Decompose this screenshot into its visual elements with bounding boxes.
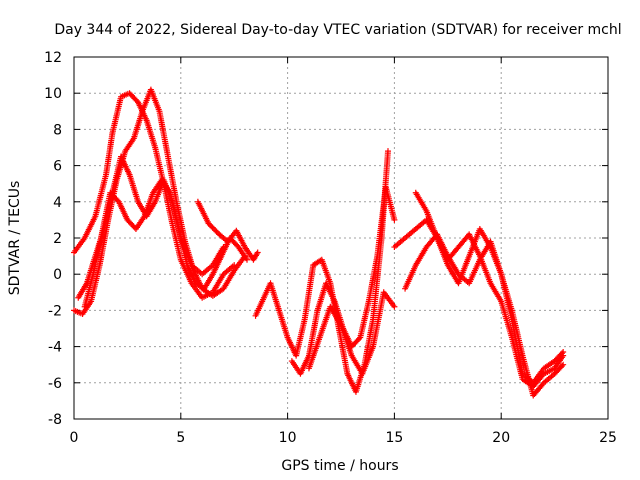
x-tick-label: 0: [70, 430, 79, 446]
axis-ticks: 0 5 10 15 20 25 -8 -6 -4 -2 0 2 4 6 8 10 12: [44, 50, 617, 446]
y-tick-label: 0: [53, 267, 62, 283]
series-arc-9: [391, 216, 567, 390]
data-point: [254, 249, 261, 256]
y-tick-label: -2: [48, 303, 62, 319]
series-arc-7: [288, 184, 398, 377]
data-point: [391, 216, 398, 223]
y-tick-label: -6: [48, 376, 62, 392]
x-tick-label: 5: [176, 430, 185, 446]
x-tick-label: 20: [492, 430, 510, 446]
chart-title: Day 344 of 2022, Sidereal Day-to-day VTE…: [54, 22, 621, 38]
series-arc-5: [194, 198, 261, 263]
y-tick-label: 2: [53, 231, 62, 247]
x-tick-label: 25: [599, 430, 617, 446]
y-tick-label: 8: [53, 122, 62, 138]
data-point: [212, 227, 219, 234]
data-point: [356, 335, 363, 342]
data-point: [244, 256, 251, 263]
y-tick-label: 6: [53, 159, 62, 175]
data-point: [560, 349, 567, 356]
x-tick-label: 10: [279, 430, 297, 446]
y-tick-label: 10: [44, 86, 62, 102]
data-point: [558, 362, 565, 369]
series-arc-4: [81, 177, 251, 310]
data-point: [213, 228, 220, 235]
series-arc-11: [402, 231, 567, 386]
data-point: [560, 361, 567, 368]
y-tick-label: 4: [53, 195, 62, 211]
series-arc-8: [305, 289, 398, 377]
data-point: [205, 220, 212, 227]
data-point: [384, 148, 391, 155]
y-tick-label: 12: [44, 50, 62, 66]
y-axis-label: SDTVAR / TECUs: [7, 181, 23, 296]
x-axis-label: GPS time / hours: [281, 458, 398, 474]
data-point: [209, 224, 216, 231]
data-markers: [71, 86, 567, 399]
data-point: [210, 225, 217, 232]
y-tick-label: -4: [48, 340, 62, 356]
x-tick-label: 15: [385, 430, 403, 446]
y-tick-label: -8: [48, 412, 62, 428]
data-point: [391, 303, 398, 310]
data-point: [558, 350, 565, 357]
data-point: [208, 223, 215, 230]
data-point: [206, 221, 213, 228]
